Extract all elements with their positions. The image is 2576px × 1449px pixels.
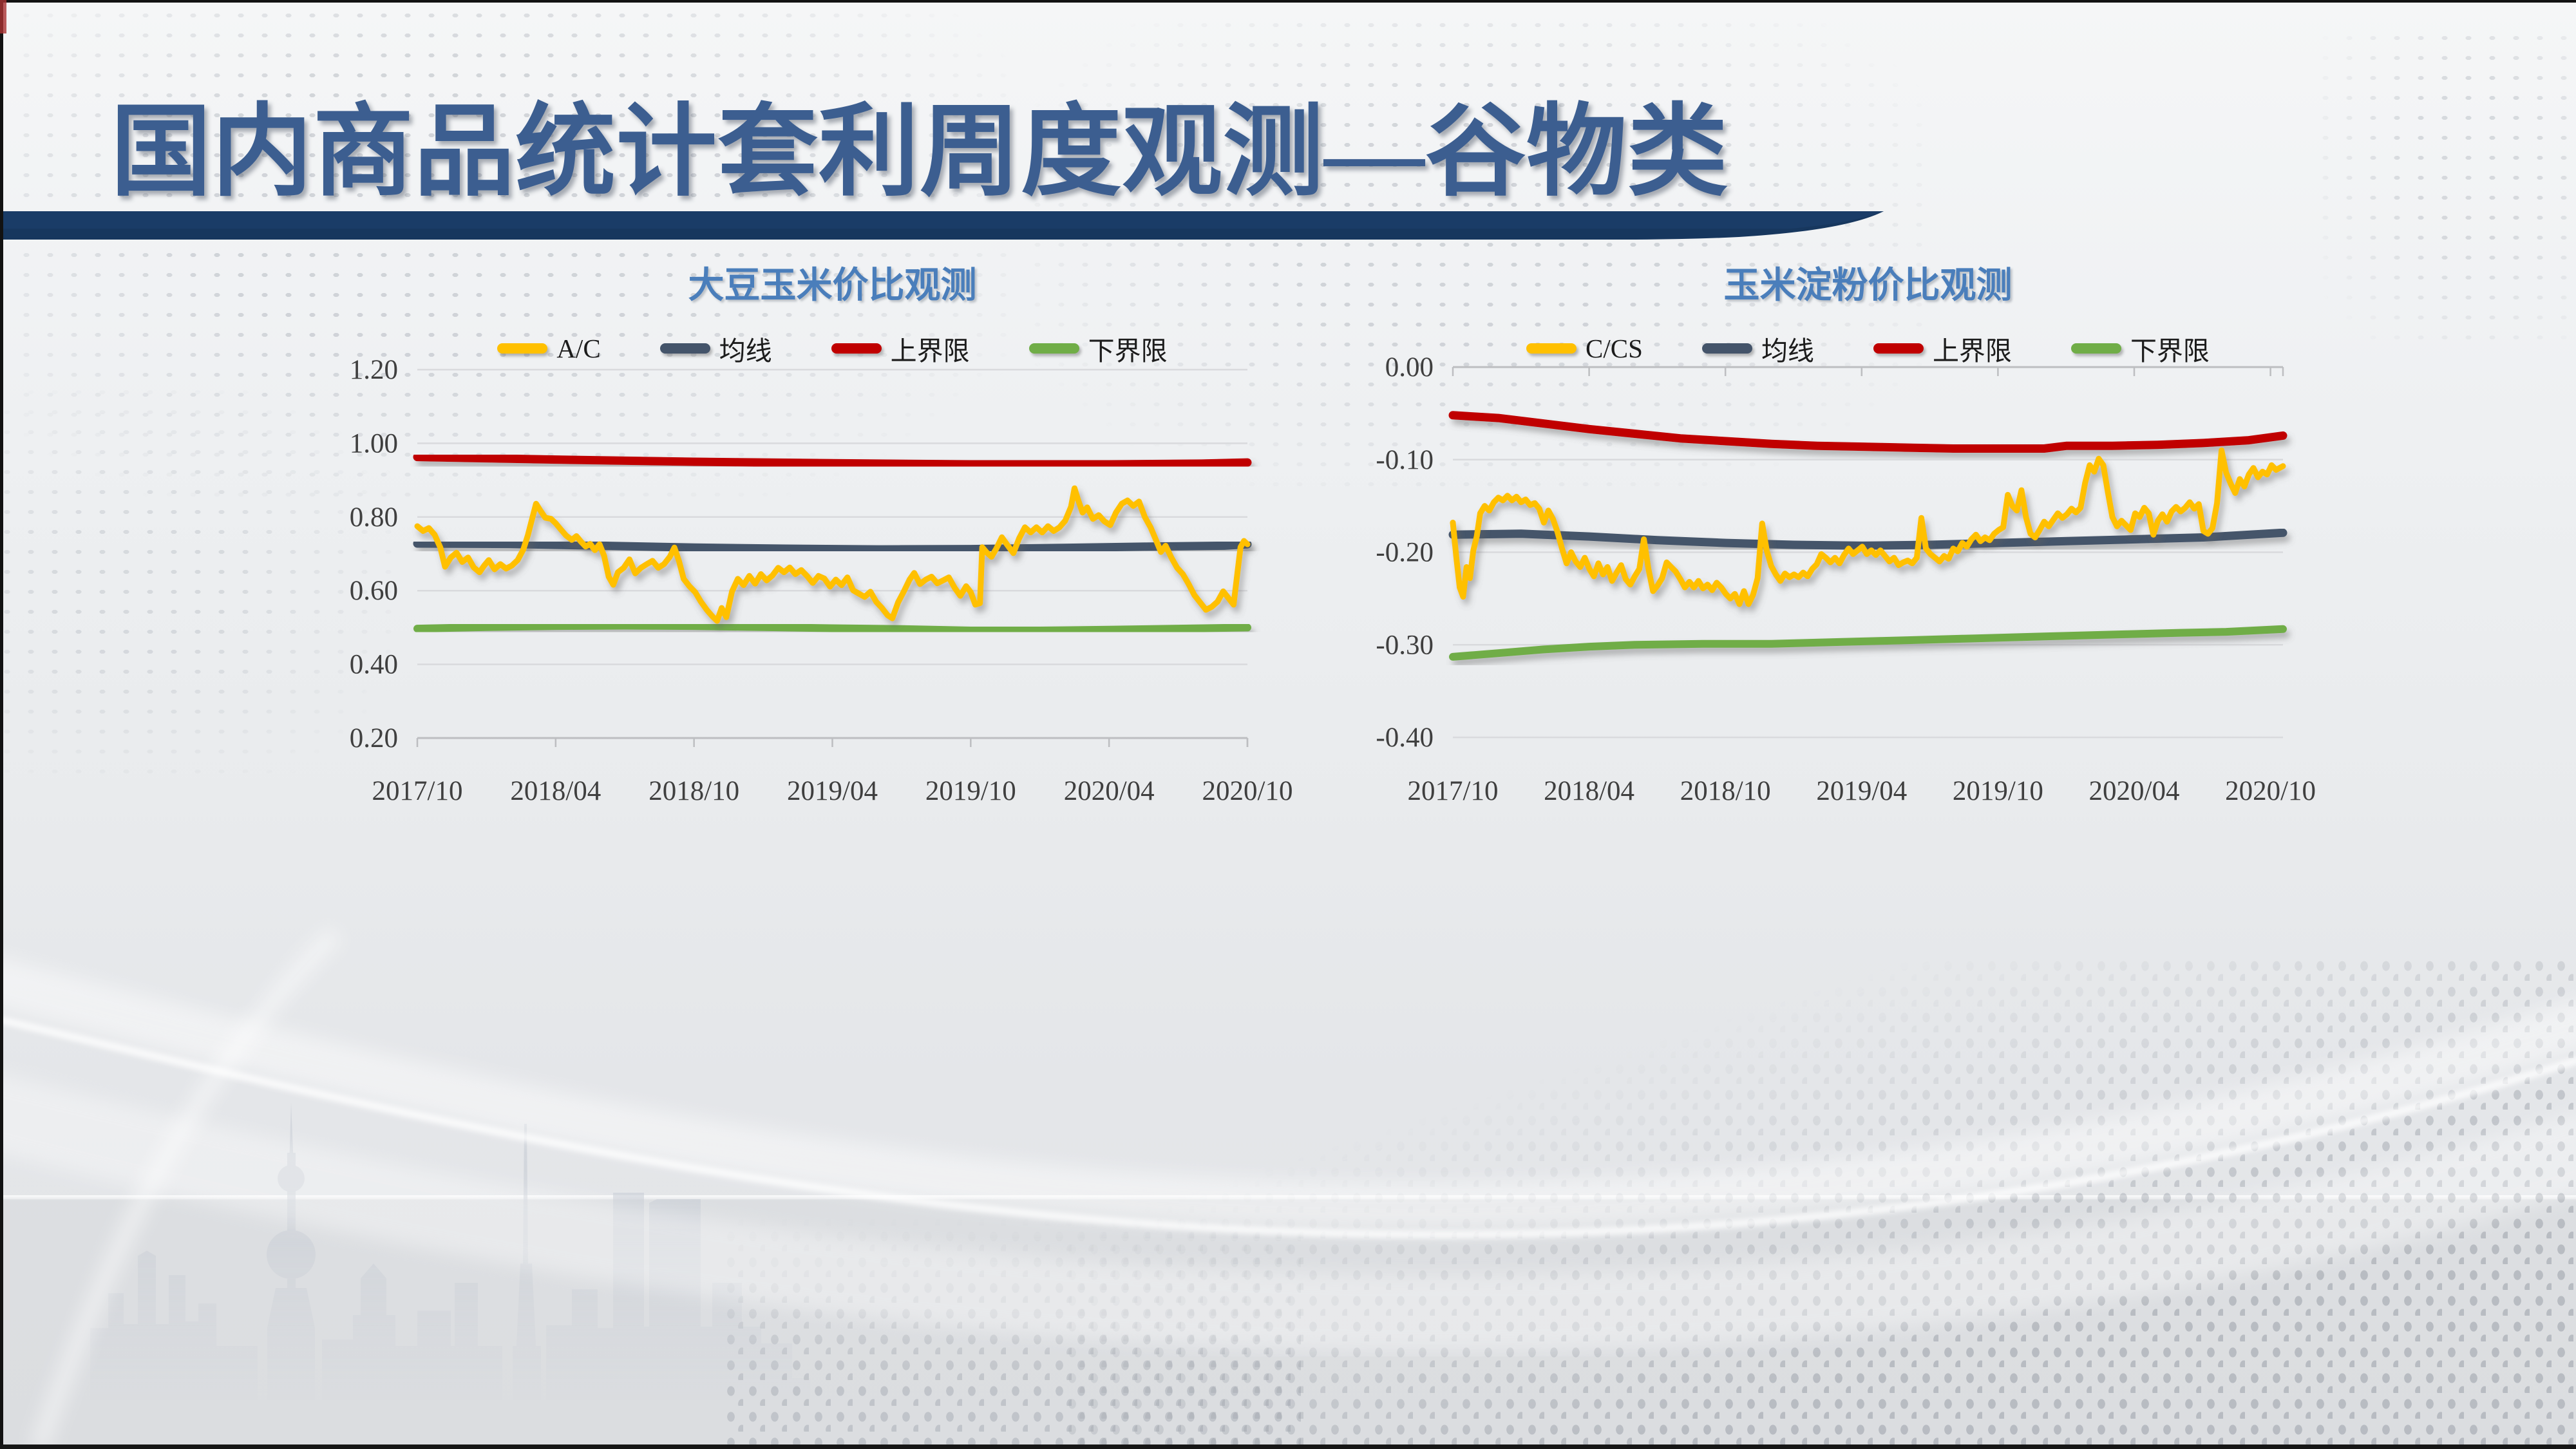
legend-item-A/C: A/C (497, 333, 601, 364)
right-chart-header: 玉米淀粉价比观测 C/CS 均线 上界限 下界限 (1453, 256, 2283, 368)
series-line-上界限 (413, 453, 1252, 469)
legend-swatch-上界限 (831, 343, 882, 354)
series-line-C/CS (1450, 447, 2286, 607)
y-tick-label: -0.40 (1376, 723, 1434, 753)
x-tick-label: 2020/10 (2225, 776, 2316, 806)
legend-label: 下界限 (2130, 336, 2210, 366)
series-line-下界限 (413, 621, 1251, 634)
dotted-worldmap-pattern (2318, 32, 2576, 354)
series-line-下界限 (1449, 625, 2287, 661)
y-tick-label: -0.20 (1376, 538, 1434, 568)
series-line-A/C (414, 485, 1251, 624)
legend-item-均线: 均线 (659, 329, 772, 368)
dotted-worldmap-pattern (19, 10, 1011, 512)
series-line-均线 (1448, 528, 2287, 550)
left-chart-header: 大豆玉米价比观测 A/C 均线 上界限 下界限 (417, 256, 1247, 368)
legend-swatch-下界限 (1028, 343, 1079, 354)
y-tick-label: 0.60 (350, 576, 398, 606)
legend-label: C/CS (1586, 334, 1643, 363)
legend-swatch-下界限 (2070, 343, 2121, 354)
series-line-均线 (413, 539, 1252, 554)
x-tick-label: 2017/10 (372, 776, 463, 806)
window-edge-bottom (0, 1444, 2576, 1449)
y-tick-label: 0.80 (350, 502, 398, 533)
legend-label: 均线 (719, 336, 772, 366)
window-edge-top (0, 0, 2576, 3)
x-tick-label: 2019/10 (1953, 776, 2043, 806)
y-tick-label: 0.00 (1385, 352, 1434, 383)
x-tick-label: 2020/04 (1064, 776, 1155, 806)
y-tick-label: -0.10 (1376, 445, 1434, 475)
y-tick-label: 0.20 (350, 723, 398, 753)
y-tick-label: 0.40 (350, 650, 398, 680)
x-tick-label: 2018/04 (1544, 776, 1634, 806)
x-tick-label: 2019/10 (925, 776, 1016, 806)
legend-label: 均线 (1761, 336, 1814, 366)
window-edge-left (0, 0, 3, 1449)
legend-item-均线: 均线 (1701, 329, 1814, 368)
legend-label: 上界限 (1932, 336, 2012, 366)
legend-item-下界限: 下界限 (2070, 329, 2210, 368)
chart-legend: C/CS 均线 上界限 下界限 (1453, 329, 2283, 368)
legend-label: A/C (556, 334, 601, 363)
legend-swatch-上界限 (1873, 343, 1924, 354)
x-tick-label: 2020/10 (1202, 776, 1293, 806)
corner-accent (0, 0, 6, 33)
legend-swatch-C/CS (1526, 343, 1577, 354)
legend-swatch-均线 (1701, 343, 1752, 354)
title-accent-bar (0, 211, 1884, 240)
x-tick-label: 2018/10 (649, 776, 739, 806)
soybean-corn-ratio-plot: 1.20 1.00 0.80 0.60 0.40 0.20 2017/10 2018/04 20… (350, 355, 1293, 806)
y-tick-label: 1.20 (350, 355, 398, 385)
chart-legend: A/C 均线 上界限 下界限 (417, 329, 1247, 368)
x-tick-label: 2018/10 (1680, 776, 1771, 806)
corn-starch-ratio-plot: 0.00 -0.10 -0.20 -0.30 -0.40 2017/10 2018/04 20… (1376, 352, 2316, 806)
legend-swatch-均线 (659, 343, 710, 354)
legend-item-上界限: 上界限 (831, 329, 970, 368)
y-tick-label: -0.30 (1376, 630, 1434, 660)
legend-item-C/CS: C/CS (1526, 333, 1643, 364)
x-tick-label: 2018/04 (510, 776, 601, 806)
right-chart-title: 玉米淀粉价比观测 (1723, 266, 2012, 306)
left-chart-title: 大豆玉米价比观测 (688, 266, 977, 306)
x-tick-label: 2019/04 (1816, 776, 1907, 806)
legend-label: 下界限 (1088, 336, 1168, 366)
legend-label: 上界限 (890, 336, 970, 366)
x-tick-label: 2017/10 (1408, 776, 1499, 806)
y-tick-label: 1.00 (350, 428, 398, 459)
legend-item-下界限: 下界限 (1028, 329, 1168, 368)
dotted-worldmap-pattern (0, 386, 399, 786)
legend-item-上界限: 上界限 (1873, 329, 2012, 368)
slide-title: 国内商品统计套利周度观测—谷物类 (111, 97, 1728, 208)
x-tick-label: 2020/04 (2089, 776, 2180, 806)
legend-swatch-A/C (497, 343, 548, 354)
x-tick-label: 2019/04 (787, 776, 878, 806)
series-line-上界限 (1448, 411, 2287, 453)
